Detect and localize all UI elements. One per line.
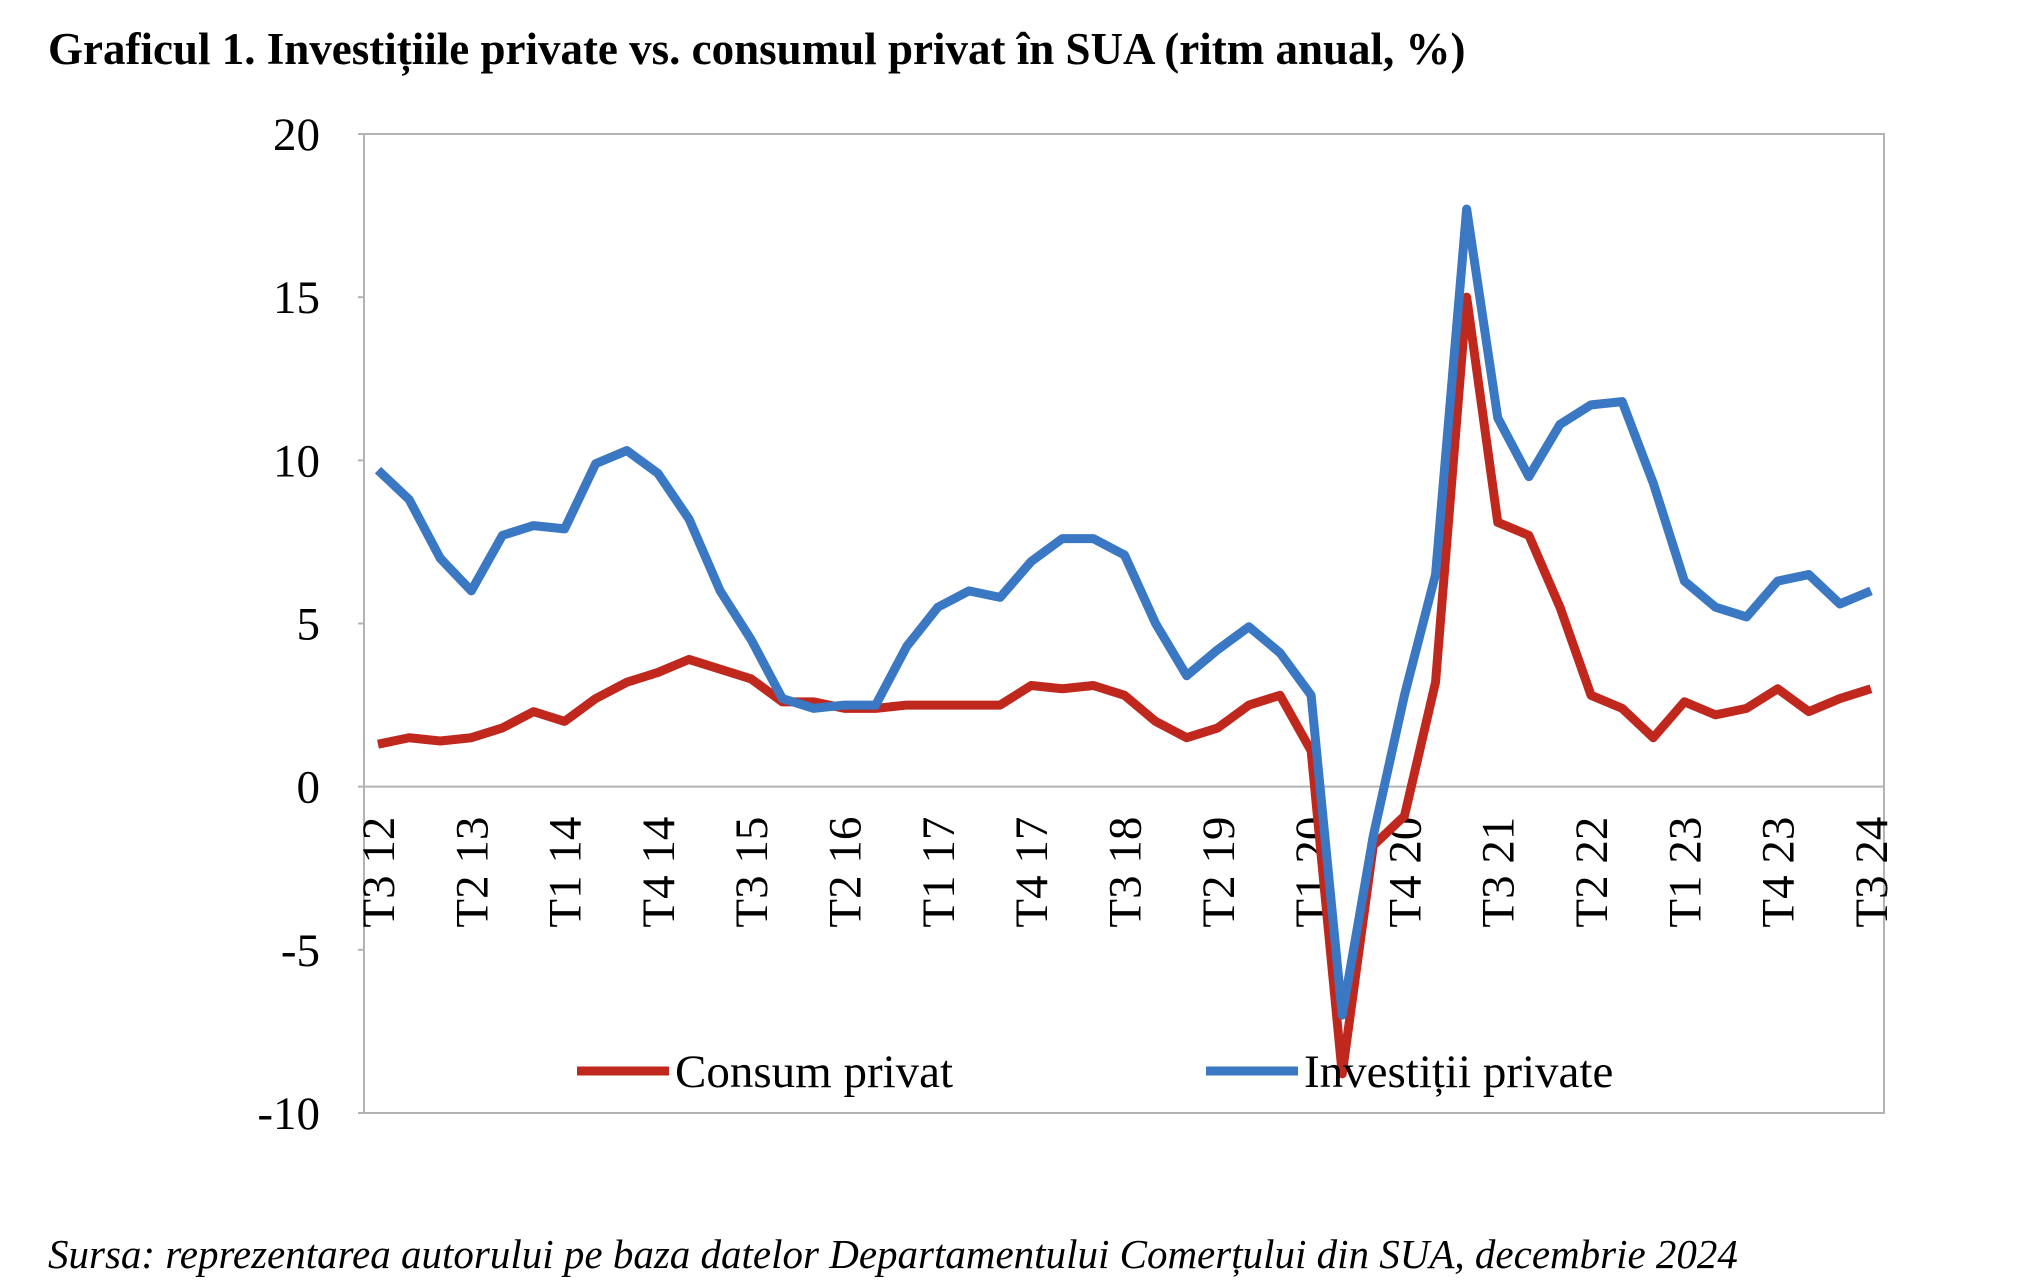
line-series — [377, 292, 1873, 1079]
x-tick-label: T1 17 — [913, 817, 965, 928]
x-tick-label: T2 13 — [446, 817, 498, 928]
x-tick-label: T1 23 — [1659, 817, 1711, 928]
x-tick-label: T3 15 — [726, 817, 778, 928]
legend-label: Consum privat — [675, 1046, 953, 1098]
x-tick-label: T2 16 — [820, 817, 872, 928]
chart-title: Graficul 1. Investițiile private vs. con… — [48, 24, 1466, 75]
source-note: Sursa: reprezentarea autorului pe baza d… — [48, 1231, 1738, 1277]
y-tick-label: 10 — [273, 435, 320, 487]
legend-label: Investiții private — [1304, 1046, 1613, 1098]
plot-area — [363, 133, 1885, 1114]
x-tick-label: T3 12 — [353, 817, 405, 928]
x-tick-label: T3 21 — [1473, 817, 1525, 928]
x-tick-label: T4 14 — [633, 817, 685, 928]
y-tick-label: 0 — [297, 762, 321, 814]
x-tick-label: T2 22 — [1566, 817, 1618, 928]
y-tick-label: -5 — [281, 925, 320, 977]
y-tick-label: 15 — [273, 272, 320, 324]
line-series — [374, 204, 1873, 1020]
y-tick-label: 5 — [297, 599, 321, 651]
x-tick-label: T3 18 — [1100, 817, 1152, 928]
x-tick-label: T1 14 — [540, 817, 592, 928]
y-tick-label: 20 — [273, 109, 320, 161]
x-tick-label: T3 24 — [1846, 817, 1898, 928]
y-tick-label: -10 — [257, 1088, 320, 1140]
x-tick-label: T4 17 — [1006, 817, 1058, 928]
x-tick-label: T4 23 — [1753, 817, 1805, 928]
x-tick-label: T2 19 — [1193, 817, 1245, 928]
